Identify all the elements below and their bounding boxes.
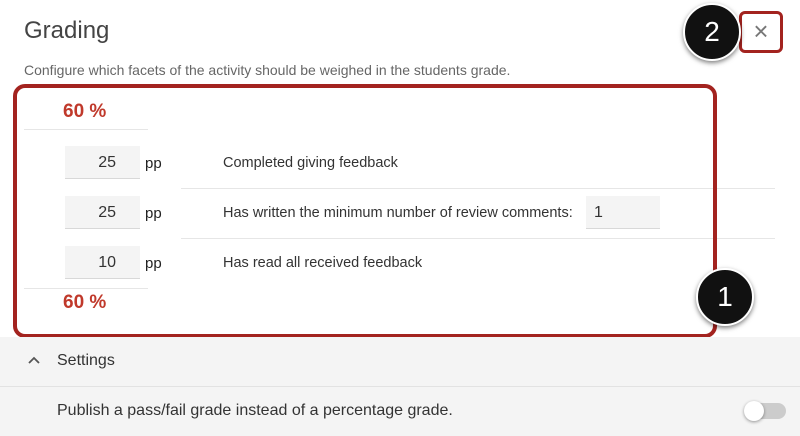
chevron-up-icon[interactable] [24,350,44,370]
min-review-comments-input[interactable]: 1 [586,196,660,229]
unit-label: pp [145,205,162,222]
publish-pass-fail-label: Publish a pass/fail grade instead of a p… [57,402,453,419]
page-subtitle: Configure which facets of the activity s… [24,62,511,78]
points-input-review-comments[interactable]: 25 [65,196,140,229]
points-input-read-feedback[interactable]: 10 [65,246,140,279]
divider [24,288,148,289]
divider [181,238,775,239]
settings-header[interactable]: Settings [57,352,115,369]
unit-label: pp [145,255,162,272]
total-percentage-top: 60 % [63,101,107,122]
divider [0,386,800,387]
divider [181,188,775,189]
annotation-highlight-box [13,84,717,338]
criterion-label: Completed giving feedback [223,155,398,171]
criterion-label: Has written the minimum number of review… [223,205,573,221]
criterion-label: Has read all received feedback [223,255,423,271]
total-percentage-bottom: 60 % [63,292,107,313]
divider [24,129,148,130]
page-title: Grading [24,17,110,44]
toggle-knob[interactable] [744,401,764,421]
annotation-badge-2: 2 [683,3,741,61]
unit-label: pp [145,155,162,172]
close-button[interactable]: × [739,11,783,53]
points-input-completed-feedback[interactable]: 25 [65,146,140,179]
annotation-badge-1: 1 [696,268,754,326]
